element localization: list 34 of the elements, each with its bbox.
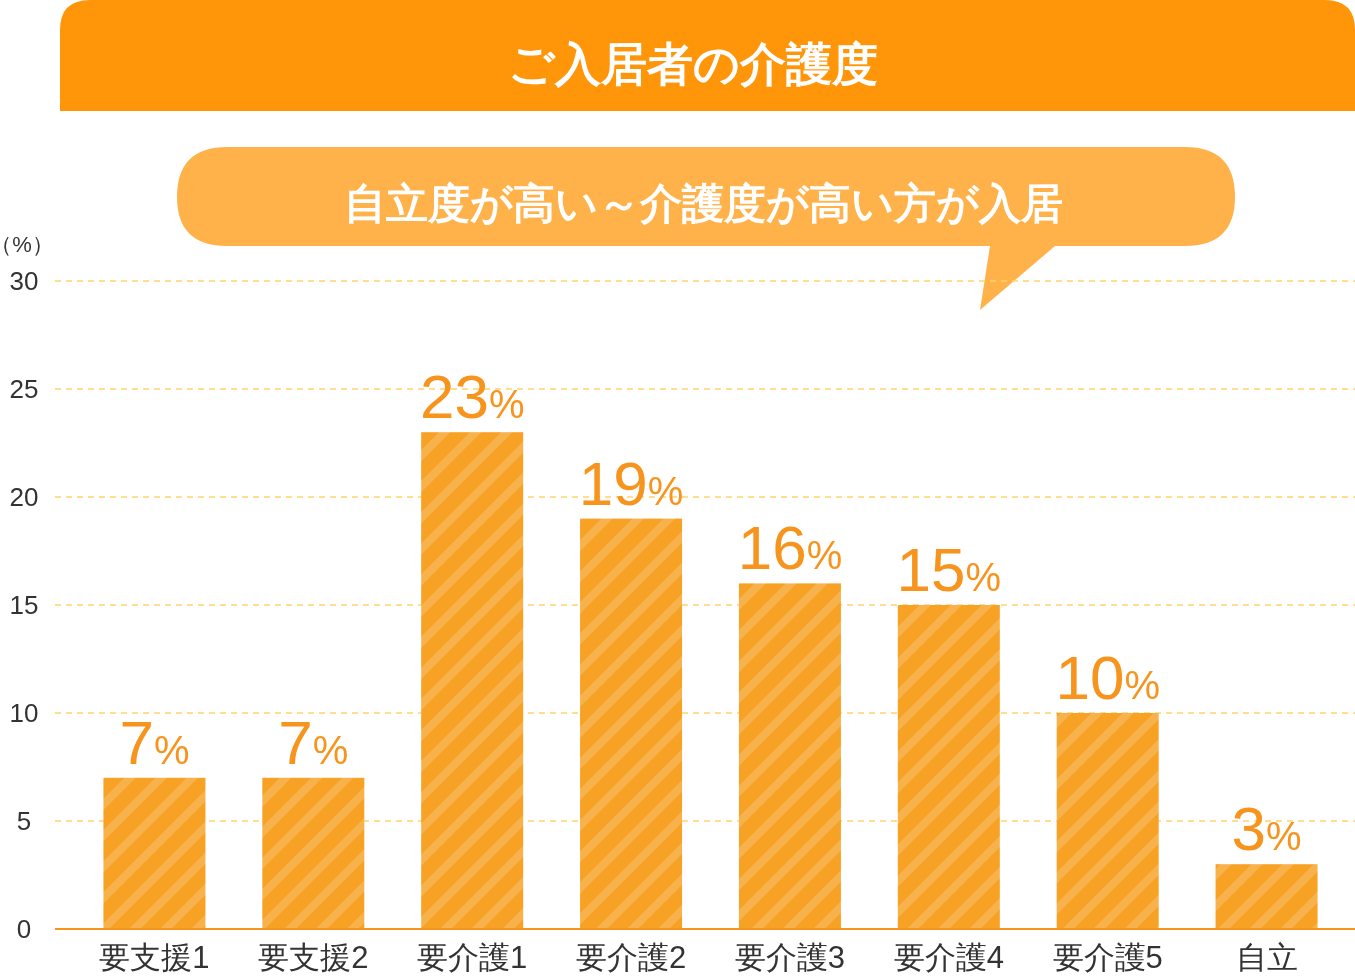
y-tick-label: 0: [16, 914, 32, 944]
x-tick-label: 要介護4: [893, 940, 1004, 975]
bar: [580, 518, 683, 929]
data-label: 15%: [896, 535, 1002, 604]
bar: [262, 777, 365, 929]
x-tick-label: 要介護1: [417, 940, 528, 975]
bar: [738, 583, 841, 929]
y-tick-label: 15: [9, 590, 39, 620]
y-tick-label: 10: [9, 698, 39, 728]
x-tick-label: 自立: [1235, 940, 1298, 975]
data-label: 16%: [737, 513, 843, 583]
x-tick-label: 要支援1: [99, 940, 210, 975]
y-axis-title: （%）: [0, 232, 54, 257]
chart-subtitle: 自立度が高い～介護度が高い方が入居: [343, 180, 1063, 227]
data-label: 10%: [1055, 643, 1160, 712]
y-tick-label: 20: [9, 482, 39, 512]
y-tick-label: 25: [9, 374, 39, 404]
bar: [421, 432, 524, 929]
data-label: 7%: [278, 707, 349, 777]
bar: [1056, 713, 1159, 929]
bar: [103, 777, 206, 929]
data-label: 3%: [1231, 794, 1302, 864]
y-tick-label: 5: [16, 806, 32, 836]
data-label: 7%: [119, 707, 190, 777]
bar: [897, 605, 1000, 929]
x-tick-label: 要介護3: [734, 940, 846, 975]
x-tick-label: 要介護2: [575, 940, 687, 975]
bar: [1215, 864, 1318, 929]
data-label: 23%: [419, 362, 525, 432]
chart-title: ご入居者の介護度: [508, 38, 878, 90]
y-tick-label: 30: [9, 266, 39, 296]
x-tick-label: 要介護5: [1052, 940, 1163, 975]
x-tick-label: 要支援2: [258, 940, 369, 975]
data-label: 19%: [578, 448, 684, 518]
